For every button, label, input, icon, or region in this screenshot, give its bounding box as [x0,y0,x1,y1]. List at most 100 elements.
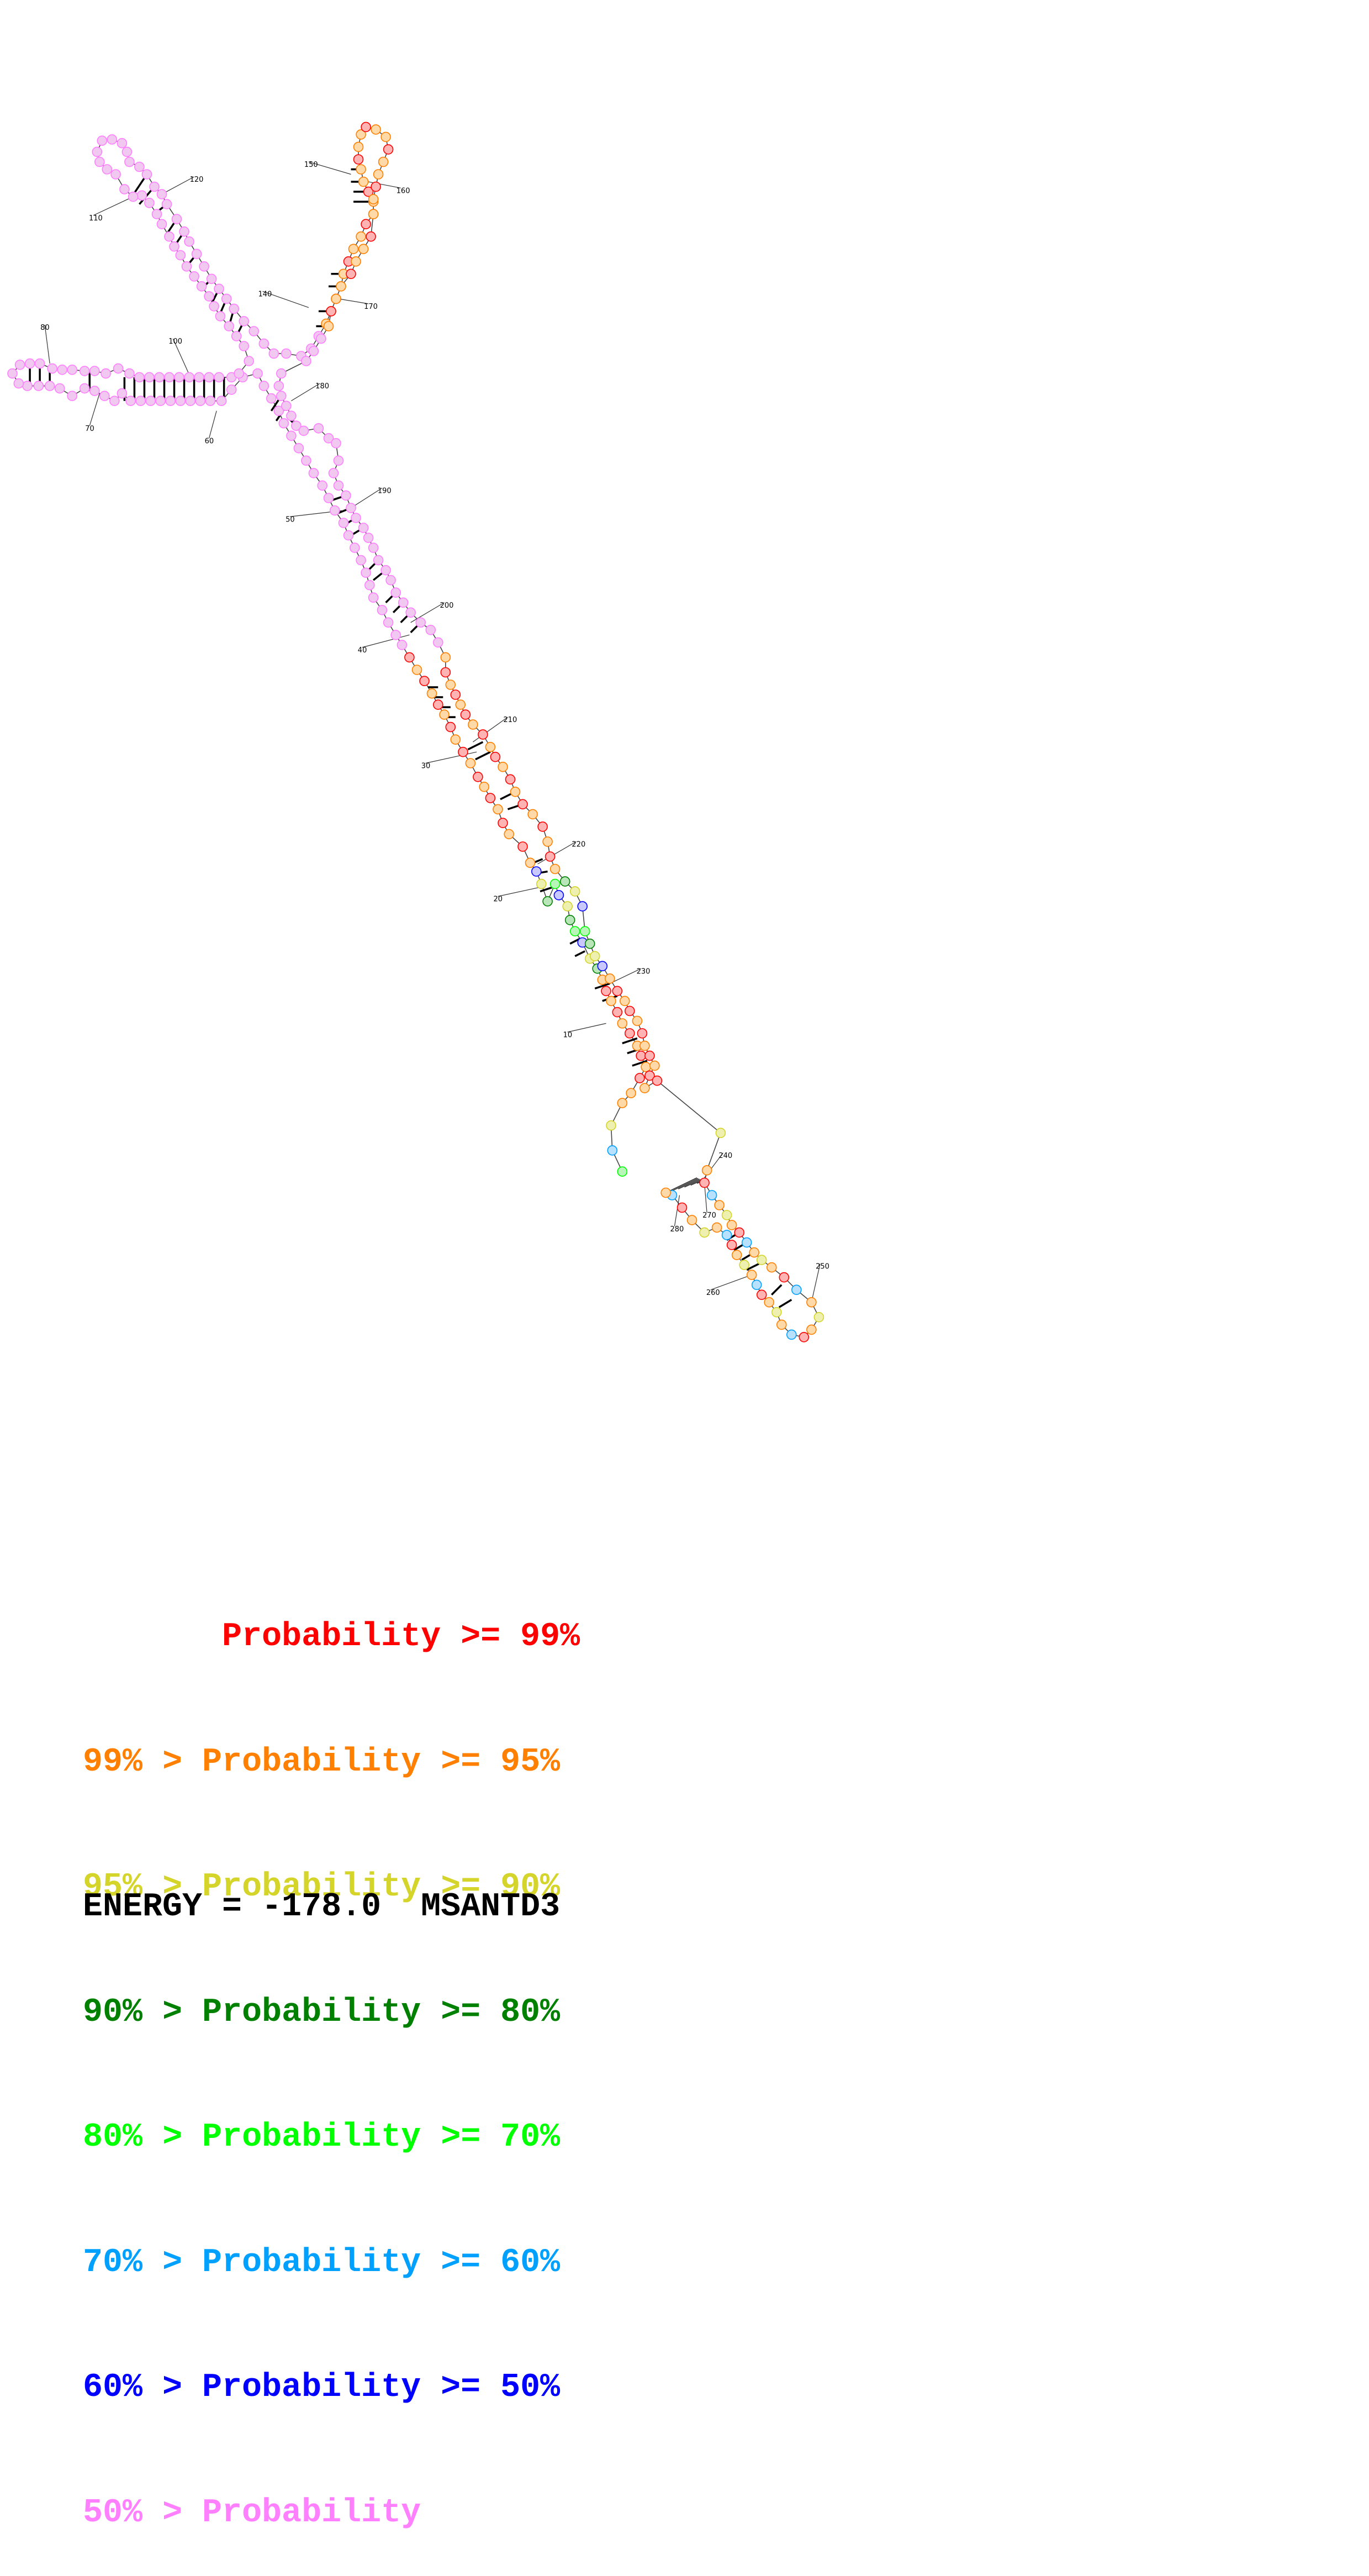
nucleotide [377,605,388,615]
nucleotide [136,190,147,201]
nucleotide [145,396,156,407]
nucleotide [606,1120,616,1131]
position-label: 60 [205,437,214,445]
nucleotide [741,1237,752,1248]
nucleotide [699,1227,710,1238]
nucleotide [468,719,478,730]
legend-row-p80: 90% > Probability >= 80% [83,1993,561,2031]
nucleotide [706,1190,717,1200]
nucleotide [756,1289,767,1300]
position-label: 230 [637,967,651,976]
nucleotide [286,430,297,441]
nucleotide [189,271,199,282]
position-label: 190 [378,487,392,495]
nucleotide [206,273,217,285]
nucleotide [281,401,292,412]
nucleotide [597,961,608,972]
nucleotide [612,986,623,997]
nucleotide [425,625,436,635]
nucleotide [364,580,375,591]
nucleotide [184,236,194,247]
nucleotide [617,1018,628,1029]
nucleotide [473,772,483,782]
nucleotide [440,652,451,663]
position-label: 140 [258,290,272,298]
nucleotide [196,281,207,292]
legend-row-p90: 95% > Probability >= 90% [83,1868,561,1906]
nucleotide [94,156,105,167]
nucleotide [711,1222,722,1233]
nucleotide [184,372,194,383]
nucleotide [549,878,561,889]
position-tick [89,393,100,426]
nucleotide [331,293,341,304]
nucleotide [113,363,124,374]
nucleotide [626,1088,636,1098]
nucleotide [644,1070,655,1081]
base-pair-bonds [29,168,792,1308]
nucleotide [276,368,287,379]
nucleotide [124,368,135,379]
base-pair-bond [574,950,585,957]
nucleotide [191,249,202,260]
nucleotide [779,1272,790,1283]
position-label: 70 [85,425,94,433]
base-pair-bond [778,1299,792,1308]
nucleotide [361,219,371,230]
nucleotide [699,1177,710,1188]
nucleotide [813,1312,824,1323]
position-label: 110 [89,214,103,223]
nucleotide [161,199,172,209]
position-label: 30 [421,762,431,770]
position-tick [209,410,217,439]
nucleotide [338,518,349,528]
nucleotide [221,293,232,304]
nucleotide [358,523,369,533]
nucleotide [258,381,269,391]
nucleotide [301,356,311,366]
nucleotide [154,372,165,383]
nucleotide [771,1307,782,1318]
nucleotide [498,818,508,828]
nucleotide [764,1297,774,1308]
nucleotide [625,1005,635,1016]
nucleotide [432,637,443,648]
nucleotide [13,378,24,389]
position-tick [498,886,544,897]
nucleotide [756,1255,767,1265]
nucleotide [67,364,77,375]
nucleotide [301,455,311,466]
base-pair-bond [467,741,484,751]
position-label: 20 [493,895,503,904]
nucleotide [343,530,354,541]
base-pair-bond [632,1060,648,1067]
nucleotide [445,721,456,733]
nucleotide [371,181,381,192]
nucleotide [358,176,369,187]
nucleotide [505,774,516,785]
base-pair-bond [678,1178,700,1189]
energy-label: ENERGY = -178.0 MSANTD3 [83,1888,561,1926]
nucleotide [47,363,57,374]
nucleotide [356,555,366,566]
nucleotide [298,425,309,436]
nucleotide [721,1210,732,1220]
backbone [12,126,820,1338]
nucleotide [542,836,553,847]
nucleotide [601,986,611,997]
position-tick [308,161,351,175]
nucleotide [24,358,35,369]
nucleotide [612,1007,623,1018]
position-label: 160 [397,187,410,195]
legend-row-p60: 70% > Probability >= 60% [83,2243,561,2282]
nucleotide [398,597,409,608]
nucleotide [175,396,186,407]
nucleotide [117,138,128,149]
nucleotide [44,381,55,391]
nucleotide [316,333,326,344]
nucleotide [156,219,167,230]
nucleotide [329,505,340,516]
nucleotide [353,154,364,165]
nucleotide [584,939,595,949]
nucleotide [356,129,366,140]
